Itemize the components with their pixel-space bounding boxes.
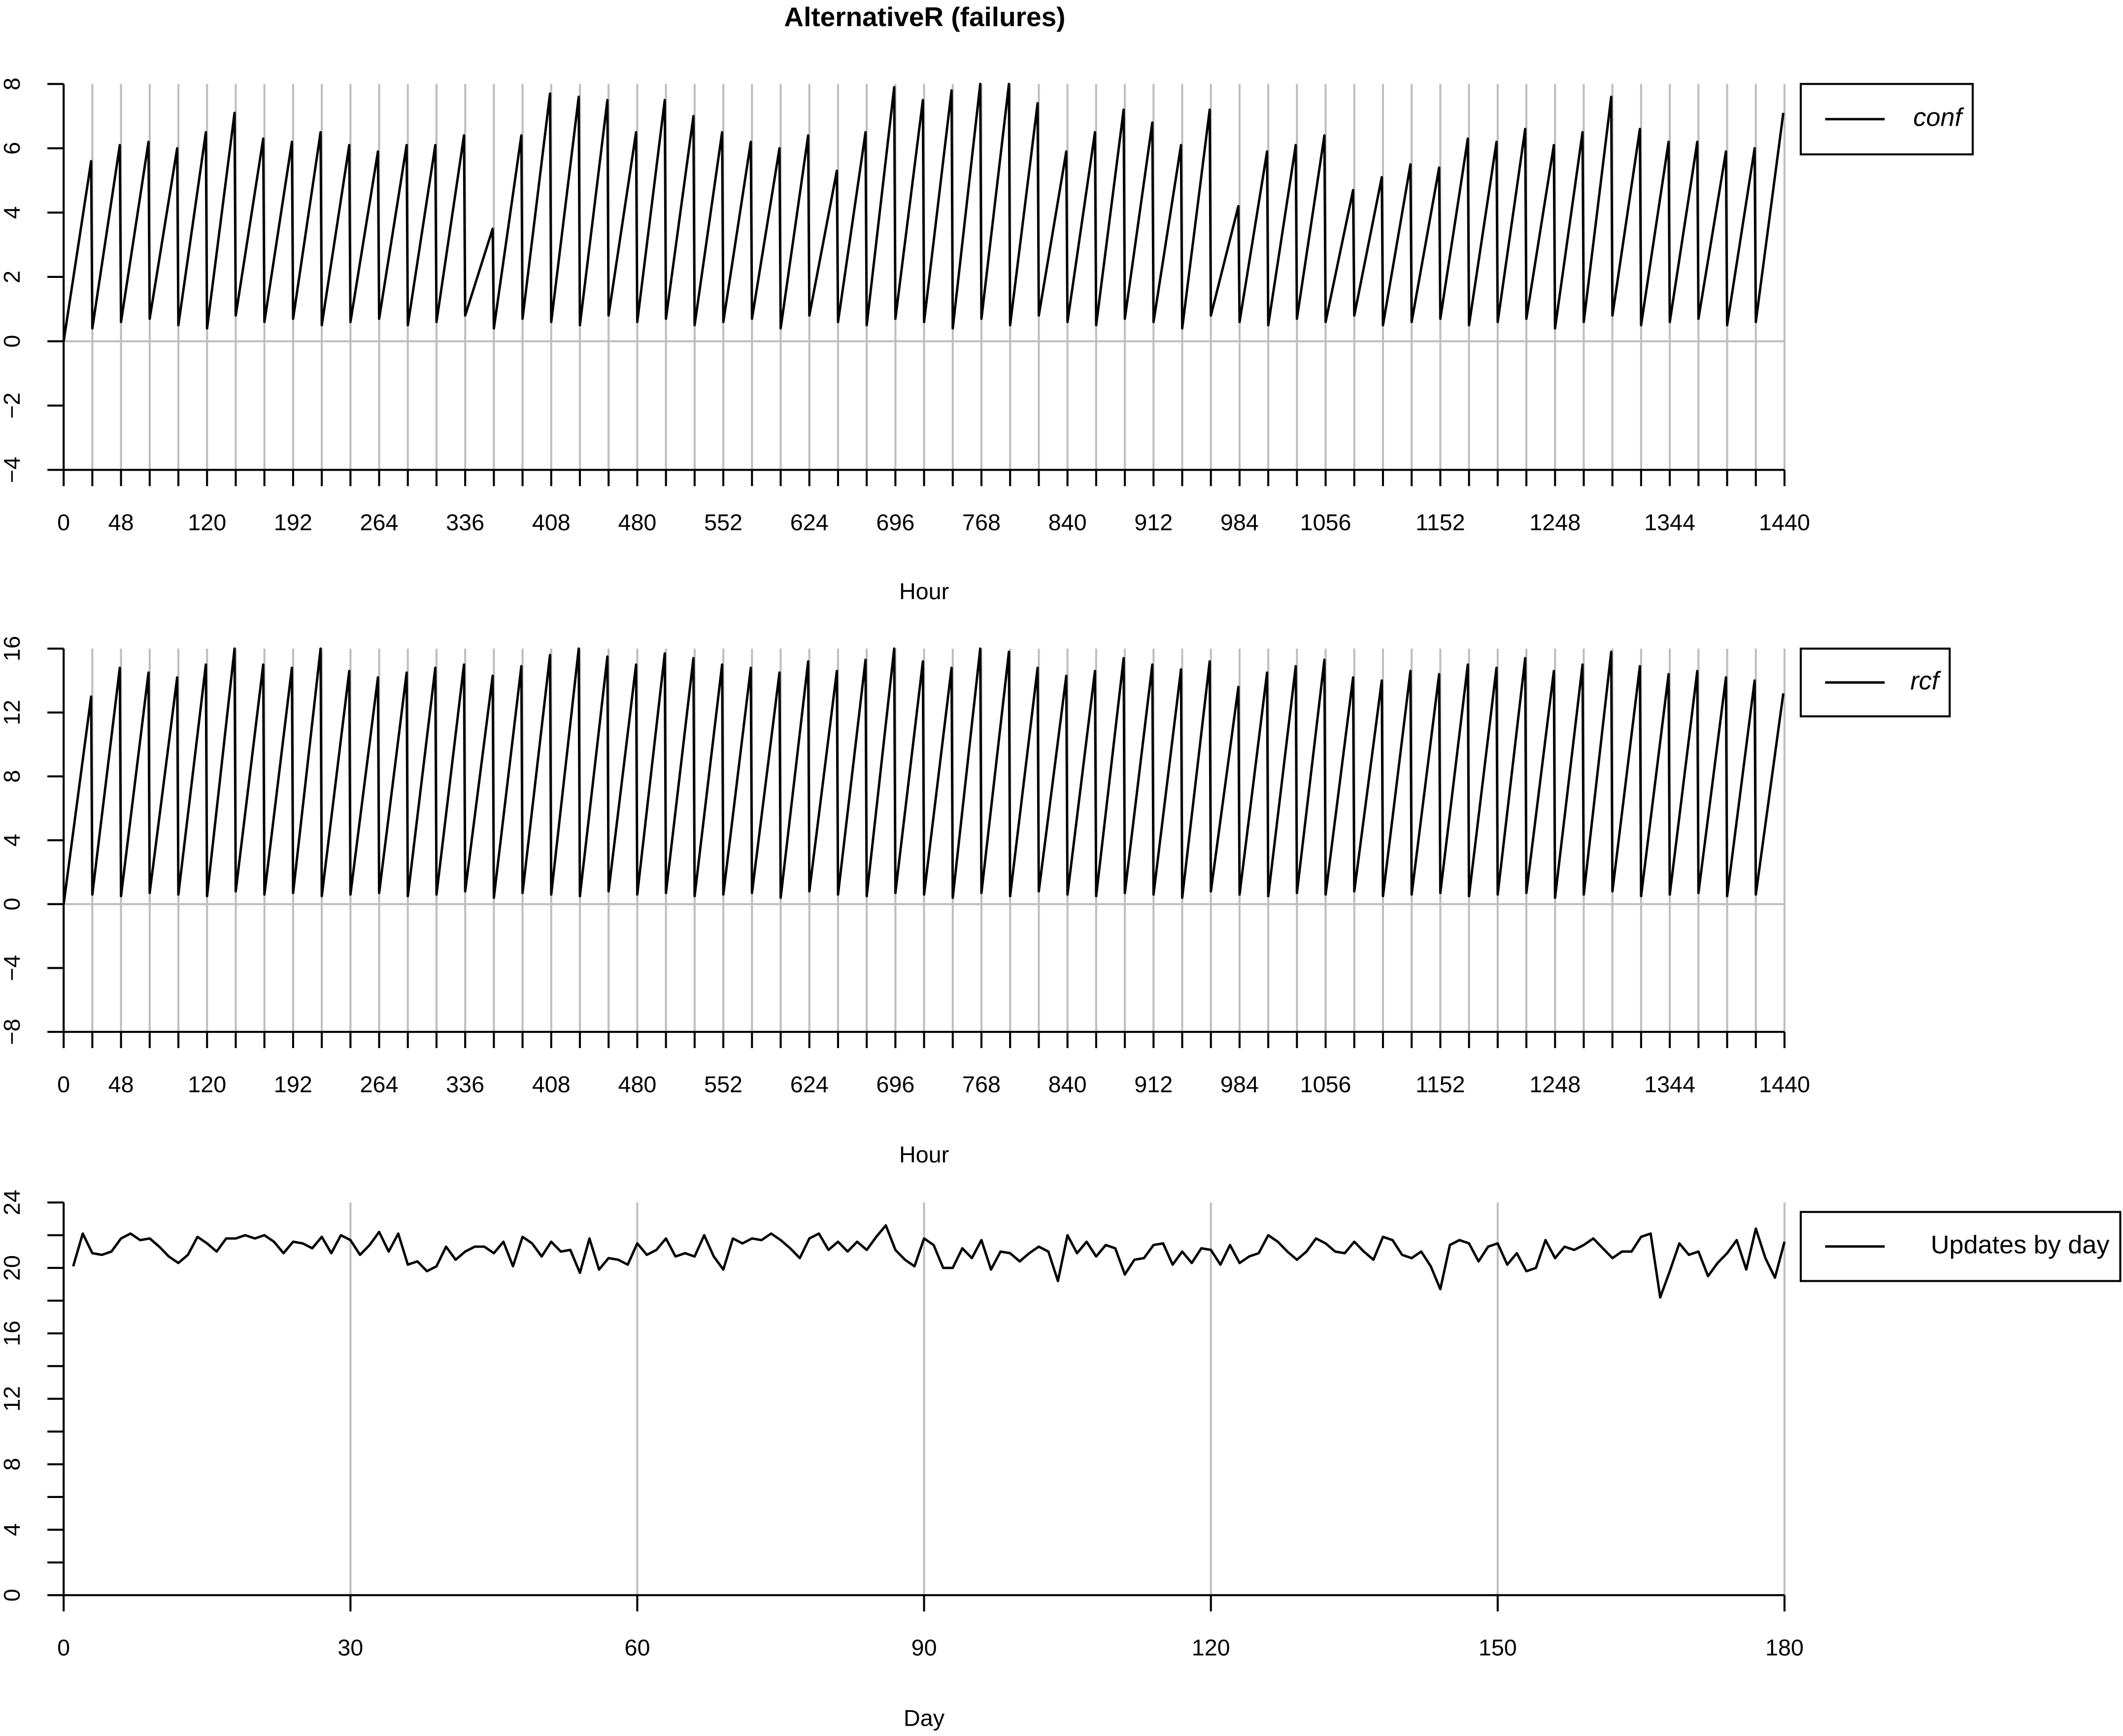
- x-tick-label: 480: [618, 510, 656, 535]
- x-tick-label: 1152: [1415, 1071, 1465, 1097]
- x-tick-label: 840: [1048, 510, 1087, 535]
- y-tick-label: 4: [0, 834, 25, 847]
- y-tick-label: 16: [0, 636, 25, 661]
- legend-label: Updates by day: [1931, 1230, 2110, 1259]
- y-tick-label: −4: [0, 457, 25, 483]
- x-tick-label: 192: [274, 510, 312, 535]
- x-tick-label: 336: [446, 1071, 484, 1097]
- x-tick-label: 1344: [1644, 1071, 1695, 1097]
- y-tick-label: 4: [0, 206, 25, 219]
- x-tick-label: 912: [1134, 1071, 1173, 1097]
- x-tick-label: 984: [1220, 1071, 1259, 1097]
- x-tick-label: 624: [790, 1071, 829, 1097]
- x-tick-label: 696: [876, 510, 914, 535]
- legend-label: rcf: [1910, 667, 1941, 695]
- legend-label: conf: [1913, 103, 1964, 132]
- x-tick-label: 150: [1479, 1634, 1517, 1660]
- data-line: [62, 647, 1785, 905]
- y-tick-label: 12: [0, 700, 25, 725]
- x-tick-label: 0: [57, 1071, 70, 1097]
- x-tick-label: 840: [1048, 1071, 1087, 1097]
- x-tick-label: 60: [624, 1634, 650, 1660]
- x-tick-label: 1248: [1529, 1071, 1581, 1097]
- y-tick-label: 0: [0, 1589, 25, 1601]
- y-tick-label: 8: [0, 77, 25, 90]
- x-tick-label: 30: [337, 1634, 363, 1660]
- x-tick-label: 0: [57, 1634, 70, 1660]
- x-tick-label: 552: [704, 510, 742, 535]
- x-tick-label: 1152: [1415, 510, 1465, 535]
- y-tick-label: 20: [0, 1255, 25, 1281]
- x-tick-label: 90: [911, 1634, 937, 1660]
- x-tick-label: 1344: [1644, 510, 1695, 535]
- x-axis-title: Hour: [899, 579, 949, 604]
- x-axis-title: Hour: [899, 1142, 949, 1167]
- y-tick-label: −2: [0, 392, 25, 418]
- chart-title: AlternativeR (failures): [784, 1, 1065, 32]
- data-line: [62, 82, 1785, 341]
- y-tick-label: −8: [0, 1019, 25, 1045]
- x-tick-label: 552: [704, 1071, 742, 1097]
- x-tick-label: 696: [876, 1071, 914, 1097]
- x-tick-label: 180: [1765, 1634, 1804, 1660]
- x-tick-label: 48: [108, 1071, 134, 1097]
- x-tick-label: 912: [1134, 510, 1173, 535]
- data-line: [72, 1224, 1786, 1299]
- y-tick-label: 8: [0, 770, 25, 783]
- x-tick-label: 192: [274, 1071, 312, 1097]
- x-tick-label: 120: [188, 1071, 226, 1097]
- x-tick-label: 408: [532, 510, 571, 535]
- x-tick-label: 1248: [1529, 510, 1581, 535]
- x-tick-label: 120: [1192, 1634, 1230, 1660]
- x-tick-label: 480: [618, 1071, 656, 1097]
- x-tick-label: 336: [446, 510, 484, 535]
- y-tick-label: 0: [0, 898, 25, 911]
- y-tick-label: −4: [0, 955, 25, 981]
- x-tick-label: 264: [360, 510, 399, 535]
- y-tick-label: 0: [0, 335, 25, 348]
- x-tick-label: 984: [1220, 510, 1259, 535]
- x-tick-label: 624: [790, 510, 829, 535]
- x-tick-label: 120: [188, 510, 226, 535]
- x-tick-label: 768: [962, 1071, 1001, 1097]
- y-tick-label: 24: [0, 1190, 25, 1215]
- x-tick-label: 1056: [1300, 510, 1351, 535]
- x-tick-label: 48: [108, 510, 134, 535]
- y-tick-label: 12: [0, 1386, 25, 1412]
- y-tick-label: 4: [0, 1523, 25, 1536]
- y-tick-label: 2: [0, 271, 25, 283]
- x-tick-label: 408: [532, 1071, 571, 1097]
- x-tick-label: 264: [360, 1071, 399, 1097]
- x-tick-label: 1440: [1759, 1071, 1810, 1097]
- x-tick-label: 0: [57, 510, 70, 535]
- y-tick-label: 8: [0, 1458, 25, 1471]
- x-tick-label: 1056: [1300, 1071, 1351, 1097]
- y-tick-label: 6: [0, 142, 25, 155]
- y-tick-label: 16: [0, 1321, 25, 1346]
- x-axis-title: Day: [904, 1705, 945, 1731]
- x-tick-label: 768: [962, 510, 1001, 535]
- x-tick-label: 1440: [1759, 510, 1810, 535]
